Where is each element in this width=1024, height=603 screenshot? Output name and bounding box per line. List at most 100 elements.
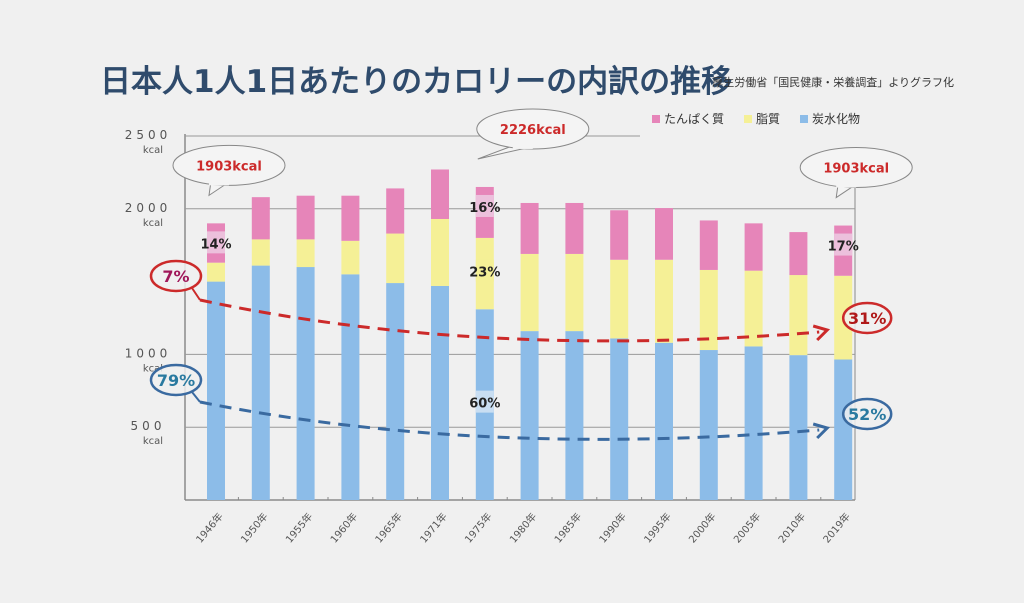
bar-segment-fat (251, 239, 270, 266)
callout-total-label: 1903kcal (196, 159, 262, 174)
callout-joint (512, 142, 533, 149)
trend-arrow-line (199, 298, 820, 343)
segment-percent-label: 23% (469, 266, 500, 281)
callout-joint (209, 179, 229, 186)
legend-item-fat: 脂質 (744, 110, 780, 127)
legend-swatch-fat (744, 114, 753, 123)
legend: たんぱく質 脂質 炭水化物 (652, 110, 860, 127)
x-tick-label: 2019年 (820, 510, 853, 546)
bar-segment-protein (341, 195, 360, 241)
bar-segment-carb (744, 346, 763, 500)
x-tick-label: 1990年 (596, 510, 629, 546)
trend-end-label: 52% (848, 405, 886, 424)
bar-segment-protein (655, 208, 673, 260)
segment-label-bg (475, 194, 494, 217)
bar-segment-protein (386, 188, 405, 234)
segment-percent-label: 60% (469, 397, 500, 412)
bar-segment-protein (520, 202, 539, 254)
legend-item-carb: 炭水化物 (800, 110, 860, 127)
trend-start-label: 7% (162, 267, 189, 286)
bar-segment-fat (565, 253, 584, 332)
trend-start-pointer (191, 391, 201, 403)
y-tick-unit: kcal (143, 218, 163, 229)
bar-segment-protein (699, 220, 718, 270)
segment-percent-label: 17% (828, 240, 859, 255)
bar-segment-protein (296, 195, 315, 240)
y-tick-label: 2500 (125, 128, 172, 142)
trend-end-circle (841, 301, 893, 335)
x-tick-label: 1960年 (327, 510, 360, 546)
x-tick-label: 1995年 (641, 510, 674, 546)
trend-arrow-head (812, 324, 831, 342)
bar-segment-protein (251, 197, 270, 240)
bar-segment-protein (744, 223, 763, 271)
bar-segment-carb (610, 338, 629, 500)
trend-start-pointer (191, 287, 201, 301)
bar-segment-fat (386, 233, 405, 284)
y-tick-label: 500 (131, 419, 166, 433)
source-note: 厚生労働省「国民健康・栄養調査」よりグラフ化 (712, 76, 954, 89)
bar-segment-protein (431, 169, 449, 219)
bar-segment-protein (610, 210, 629, 260)
bar-segment-protein (565, 202, 584, 254)
y-tick-label: 1000 (125, 346, 172, 360)
bar-segment-fat (699, 269, 718, 351)
y-tick-label: 2000 (125, 201, 172, 215)
trend-start-circle (149, 363, 203, 397)
bar-segment-fat (520, 253, 539, 332)
trend-arrow-head (812, 422, 831, 440)
bar-segment-fat (341, 240, 360, 275)
bar-segment-protein (789, 232, 808, 276)
segment-label-bg (834, 233, 853, 256)
x-tick-label: 2000年 (686, 510, 719, 546)
legend-item-protein: たんぱく質 (652, 110, 724, 127)
bar-segment-carb (386, 283, 405, 500)
callout-total-label: 2226kcal (500, 123, 566, 138)
bar-segment-carb (296, 267, 315, 500)
segment-label-bg (475, 259, 494, 282)
callout-total-label: 1903kcal (823, 162, 889, 177)
bar-segment-fat (655, 259, 673, 343)
legend-swatch-protein (652, 114, 660, 123)
segment-percent-label: 14% (200, 237, 231, 252)
y-tick-unit: kcal (143, 436, 163, 447)
bar-segment-carb (699, 350, 718, 500)
trend-start-label: 79% (157, 371, 195, 390)
bar-segment-carb (251, 265, 270, 500)
bar-segment-carb (341, 274, 360, 500)
x-tick-label: 2005年 (731, 510, 764, 546)
x-tick-label: 1985年 (551, 510, 584, 546)
x-tick-label: 1971年 (417, 510, 450, 546)
bar-segment-fat (744, 270, 763, 347)
y-tick-unit: kcal (143, 145, 163, 156)
bar-segment-carb (207, 281, 225, 500)
segment-label-bg (475, 390, 494, 413)
bar-segment-carb (431, 285, 449, 500)
segment-label-bg (207, 231, 225, 254)
bar-segment-fat (207, 262, 225, 282)
x-tick-label: 1955年 (283, 510, 316, 546)
trend-arrow-line (199, 400, 820, 441)
bar-segment-carb (789, 355, 808, 500)
bar-segment-carb (834, 359, 853, 500)
trend-start-circle (149, 259, 203, 293)
x-tick-label: 1950年 (238, 510, 271, 546)
legend-swatch-carb (800, 114, 809, 123)
bar-segment-fat (789, 275, 808, 356)
chart-title: 日本人1人1日あたりのカロリーの内訳の推移 (100, 64, 733, 100)
trend-end-label: 31% (848, 309, 886, 328)
legend-label-protein: たんぱく質 (664, 112, 725, 126)
legend-label-carb: 炭水化物 (812, 112, 861, 126)
callout-joint (836, 181, 857, 188)
x-tick-label: 1980年 (507, 510, 540, 546)
trend-end-circle (841, 397, 893, 431)
bar-segment-carb (520, 331, 539, 500)
x-tick-label: 2010年 (775, 510, 808, 546)
bar-segment-carb (655, 342, 673, 500)
bar-segment-fat (296, 239, 315, 268)
x-tick-label: 1946年 (193, 510, 226, 546)
y-tick-unit: kcal (143, 363, 163, 374)
bar-segment-carb (565, 331, 584, 500)
x-tick-label: 1975年 (462, 510, 495, 546)
